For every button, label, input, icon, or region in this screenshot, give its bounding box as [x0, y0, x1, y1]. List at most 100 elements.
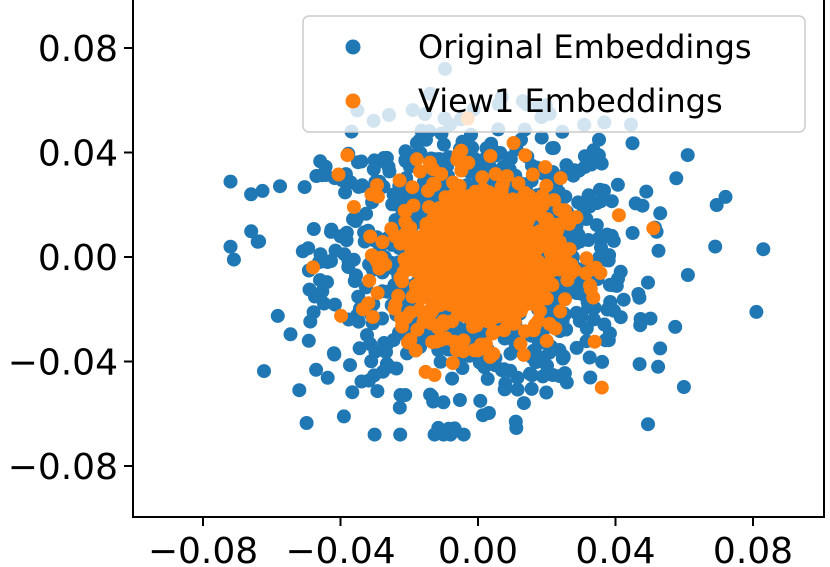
data-point-original [445, 371, 460, 386]
data-point-original [338, 185, 353, 200]
data-point-view1 [439, 331, 454, 346]
data-point-view1 [306, 260, 320, 275]
data-point-view1 [440, 196, 455, 211]
data-point-view1 [392, 173, 407, 188]
y-tick-label: 0.00 [38, 238, 118, 279]
data-point-view1 [495, 190, 510, 205]
data-point-original [718, 189, 733, 204]
data-point-original [270, 308, 285, 323]
data-point-view1 [502, 205, 517, 220]
data-point-view1 [391, 288, 406, 303]
data-point-original [309, 362, 324, 377]
data-point-original [586, 143, 601, 158]
data-point-original [313, 247, 328, 262]
data-point-view1 [460, 275, 475, 290]
data-point-original [436, 395, 451, 410]
data-point-original [605, 278, 620, 293]
scatter-points [223, 61, 771, 442]
data-point-original [708, 239, 723, 254]
data-point-view1 [518, 148, 533, 163]
data-point-original [592, 182, 607, 197]
data-point-original [500, 157, 515, 172]
data-point-view1 [542, 316, 557, 331]
data-point-view1 [422, 266, 437, 281]
data-point-original [346, 252, 361, 267]
data-point-original [610, 177, 625, 192]
data-point-original [680, 148, 695, 163]
data-point-view1 [429, 247, 444, 262]
data-point-original [273, 179, 287, 194]
data-point-original [367, 427, 382, 442]
data-point-original [423, 387, 438, 402]
data-point-view1 [511, 176, 526, 191]
data-point-original [546, 141, 561, 155]
data-point-view1 [433, 298, 448, 313]
data-point-view1 [445, 356, 460, 370]
data-point-original [680, 268, 695, 282]
data-point-view1 [387, 301, 402, 316]
data-point-view1 [363, 229, 378, 244]
data-point-original [309, 169, 324, 183]
data-point-view1 [518, 247, 533, 262]
data-point-original [756, 242, 771, 257]
data-point-view1 [481, 185, 496, 200]
data-point-view1 [427, 368, 442, 382]
data-point-view1 [507, 257, 522, 272]
data-point-original [223, 239, 238, 254]
data-point-original [528, 355, 543, 370]
data-point-original [616, 292, 631, 307]
data-point-view1 [365, 310, 380, 324]
data-point-view1 [422, 155, 437, 170]
axis-ticks: −0.08 −0.04 0.00 0.04 0.080.080.040.00−0.04−… [8, 29, 793, 567]
data-point-original [302, 282, 317, 297]
data-point-view1 [340, 148, 355, 163]
data-point-original [354, 374, 369, 389]
data-point-view1 [552, 202, 567, 217]
data-point-view1 [536, 291, 551, 305]
data-point-original [349, 268, 363, 283]
data-point-original [651, 359, 666, 374]
data-point-original [301, 241, 316, 256]
data-point-view1 [519, 297, 533, 312]
data-point-view1 [517, 324, 532, 339]
data-point-view1 [468, 184, 483, 199]
data-point-original [579, 321, 594, 336]
data-point-original [257, 364, 271, 379]
data-point-original [668, 319, 683, 334]
data-point-view1 [487, 324, 502, 339]
data-point-view1 [557, 249, 572, 264]
legend-label-original: Original Embeddings [418, 28, 752, 66]
data-point-original [524, 381, 539, 396]
data-point-view1 [503, 279, 518, 294]
data-point-original [709, 198, 724, 212]
data-point-original [534, 130, 549, 145]
data-point-view1 [646, 221, 661, 236]
data-point-view1 [427, 177, 442, 192]
data-point-original [301, 333, 316, 348]
x-tick-label: 0.08 [713, 531, 793, 567]
data-point-view1 [579, 266, 594, 281]
data-point-original [443, 427, 458, 442]
data-point-original [497, 362, 512, 377]
data-point-view1 [504, 237, 519, 252]
data-point-view1 [517, 286, 532, 300]
data-point-original [625, 136, 640, 151]
data-point-original [327, 297, 342, 312]
data-point-view1 [384, 221, 399, 236]
data-point-view1 [594, 380, 609, 395]
y-tick-label: 0.08 [38, 29, 118, 70]
data-point-view1 [467, 300, 481, 315]
data-point-original [676, 380, 691, 394]
data-point-view1 [405, 180, 420, 195]
y-tick-label: −0.04 [8, 343, 118, 384]
data-point-original [313, 273, 327, 288]
data-point-original [552, 369, 567, 384]
data-point-original [299, 416, 314, 430]
data-point-view1 [461, 155, 476, 170]
data-point-original [326, 346, 341, 361]
y-tick-label: 0.04 [38, 134, 118, 175]
data-point-view1 [537, 237, 551, 252]
x-tick-label: −0.04 [285, 531, 395, 567]
data-point-view1 [579, 251, 594, 266]
data-point-original [351, 179, 366, 194]
